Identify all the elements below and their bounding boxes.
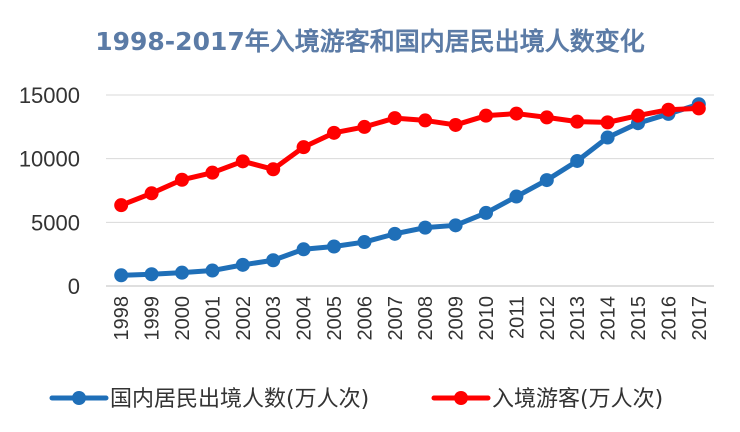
- x-tick-label: 2010: [476, 296, 498, 341]
- x-tick-label: 2008: [415, 296, 437, 341]
- x-tick-label: 2001: [202, 296, 224, 341]
- x-tick-label: 2009: [446, 296, 468, 341]
- x-tick-label: 2003: [263, 296, 285, 341]
- data-point: [448, 117, 463, 132]
- legend: 国内居民出境人数(万人次) 入境游客(万人次): [49, 387, 663, 412]
- x-axis-ticks: 1998 1999 2000 2001 2002 2003 2004 2005 2006 2007…: [111, 296, 711, 341]
- data-point: [570, 114, 585, 129]
- legend-marker: [72, 391, 86, 405]
- x-tick-label: 2011: [506, 296, 528, 339]
- y-tick-label: 5000: [31, 210, 80, 235]
- x-tick-label: 2015: [628, 296, 650, 341]
- data-point: [114, 198, 129, 213]
- data-point: [266, 253, 281, 268]
- data-point: [235, 154, 250, 169]
- data-point: [691, 101, 706, 116]
- data-point: [661, 102, 676, 117]
- data-point: [387, 226, 402, 241]
- data-point: [509, 106, 524, 121]
- data-point: [175, 172, 189, 187]
- chart-title: 1998-2017年入境游客和国内居民出境人数变化: [95, 27, 645, 56]
- series-line: [118, 101, 702, 278]
- series-1: [114, 97, 706, 283]
- legend-marker: [454, 391, 468, 405]
- legend-item: 入境游客(万人次): [431, 387, 663, 412]
- data-point: [539, 110, 554, 125]
- data-point: [600, 115, 615, 130]
- data-point: [570, 153, 585, 168]
- legend-item: 国内居民出境人数(万人次): [49, 387, 369, 412]
- x-tick-label: 1999: [142, 296, 164, 341]
- data-point: [600, 130, 615, 145]
- data-point: [327, 125, 341, 140]
- data-point: [357, 235, 372, 250]
- data-point: [387, 111, 402, 126]
- x-tick-label: 2013: [567, 296, 589, 341]
- data-point: [205, 263, 220, 278]
- data-point: [175, 265, 189, 280]
- x-tick-label: 2017: [689, 296, 711, 341]
- data-point: [205, 165, 220, 180]
- x-tick-label: 2014: [598, 296, 620, 341]
- series-2: [114, 101, 706, 213]
- y-tick-label: 0: [68, 274, 80, 299]
- x-tick-label: 2002: [233, 296, 255, 341]
- y-tick-label: 10000: [19, 147, 80, 172]
- x-tick-label: 2012: [537, 296, 559, 341]
- legend-label: 入境游客(万人次): [492, 387, 663, 412]
- x-tick-label: 2004: [294, 296, 316, 341]
- series-lines: [114, 97, 706, 283]
- y-tick-label: 15000: [19, 83, 80, 108]
- data-point: [114, 268, 129, 283]
- grid-lines: [106, 94, 714, 287]
- legend-label: 国内居民出境人数(万人次): [110, 387, 369, 412]
- x-tick-label: 2005: [324, 296, 346, 341]
- data-point: [631, 108, 645, 123]
- data-point: [235, 257, 250, 272]
- data-point: [539, 173, 554, 188]
- data-point: [479, 205, 493, 220]
- data-point: [327, 239, 341, 254]
- data-point: [266, 162, 281, 177]
- data-point: [296, 242, 311, 257]
- data-point: [448, 218, 463, 233]
- x-tick-label: 2000: [172, 296, 194, 341]
- y-axis-ticks: 0 5000 10000 15000: [19, 83, 80, 299]
- data-point: [479, 108, 493, 123]
- data-point: [357, 119, 372, 134]
- data-point: [418, 220, 433, 235]
- data-point: [144, 186, 159, 201]
- data-point: [509, 189, 524, 204]
- data-point: [144, 267, 159, 282]
- data-point: [296, 140, 311, 155]
- data-point: [418, 113, 433, 128]
- x-tick-label: 2006: [354, 296, 376, 341]
- x-tick-label: 2016: [658, 296, 680, 341]
- x-tick-label: 2007: [385, 296, 407, 341]
- x-tick-label: 1998: [111, 296, 133, 341]
